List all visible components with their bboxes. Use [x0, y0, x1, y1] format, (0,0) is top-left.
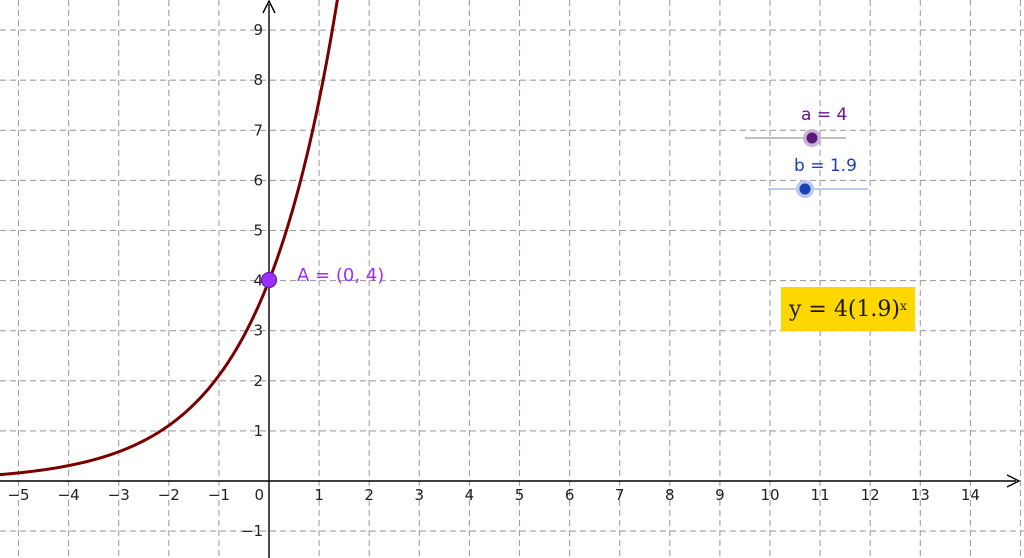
x-tick-label: 13: [911, 486, 930, 504]
x-tick-label: 11: [811, 486, 830, 504]
x-tick-label: 0: [254, 486, 264, 504]
slider-a[interactable]: a = 4: [745, 105, 847, 147]
x-tick-label: −5: [7, 486, 29, 504]
exponential-curve[interactable]: [0, 0, 339, 477]
y-tick-label: 5: [253, 222, 263, 240]
x-tick-label: 12: [861, 486, 880, 504]
y-tick-label: 2: [253, 372, 263, 390]
point-A[interactable]: [260, 271, 278, 289]
x-tick-label: 10: [760, 486, 779, 504]
y-tick-label: 1: [253, 422, 263, 440]
x-tick-label: 2: [364, 486, 374, 504]
x-tick-label: 3: [415, 486, 425, 504]
x-tick-label: 9: [715, 486, 725, 504]
x-tick-label: 1: [314, 486, 324, 504]
y-tick-label: 6: [253, 171, 263, 189]
formula-exponent: x: [900, 299, 907, 313]
x-tick-label: 7: [615, 486, 625, 504]
slider-a-label: a = 4: [801, 105, 847, 125]
y-tick-label: 9: [253, 21, 263, 39]
slider-b-handle[interactable]: [799, 183, 811, 195]
formula-text: y = 4(1.9): [789, 296, 900, 322]
x-tick-label: 6: [565, 486, 575, 504]
y-tick-label: 3: [253, 322, 263, 340]
y-tick-label: 7: [253, 121, 263, 139]
x-tick-label: −3: [108, 486, 130, 504]
x-tick-label: −2: [158, 486, 180, 504]
point-A-label: A = (0, 4): [297, 265, 384, 286]
y-tick-labels: −1 1 2 3 4 5 6 7 8 9: [241, 21, 263, 540]
slider-b[interactable]: b = 1.9: [768, 156, 868, 198]
y-tick-label: 4: [253, 272, 263, 290]
x-tick-label: 5: [515, 486, 525, 504]
x-tick-label: 14: [961, 486, 980, 504]
x-tick-label: 8: [665, 486, 675, 504]
x-tick-label: 4: [465, 486, 475, 504]
slider-a-handle[interactable]: [806, 132, 818, 144]
x-tick-label: −4: [58, 486, 80, 504]
function-equation-label[interactable]: y = 4(1.9) x: [781, 287, 915, 331]
y-tick-label: 8: [253, 71, 263, 89]
y-tick-label: −1: [241, 522, 263, 540]
x-tick-labels: −5 −4 −3 −2 −1 0 1 2 3 4 5 6 7 8 9 10 11 12 13 14: [7, 486, 980, 504]
x-axis-arrow-icon: [1006, 474, 1021, 488]
x-tick-label: −1: [208, 486, 230, 504]
y-axis-arrow-icon: [262, 0, 276, 14]
slider-b-label: b = 1.9: [794, 156, 857, 176]
